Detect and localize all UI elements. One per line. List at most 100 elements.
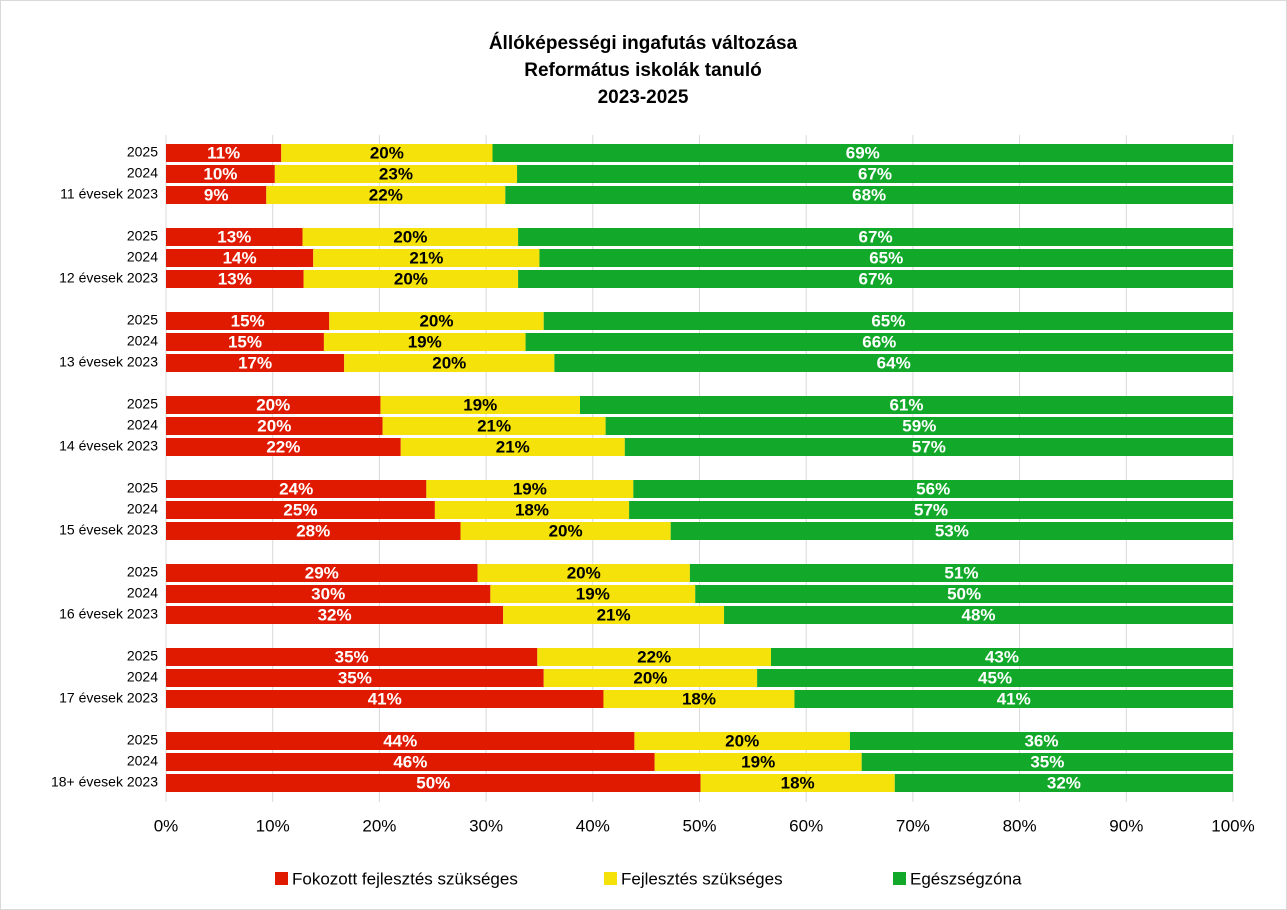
x-tick-label: 30% (469, 816, 503, 835)
bar-segment (166, 270, 304, 288)
data-label: 29% (305, 563, 339, 582)
data-label: 20% (633, 668, 667, 687)
bar-segment (166, 564, 478, 582)
y-tick-label: 2024 (127, 501, 158, 517)
data-label: 20% (393, 227, 427, 246)
data-label: 21% (477, 416, 511, 435)
data-label: 67% (859, 227, 893, 246)
data-label: 41% (368, 689, 402, 708)
bar-segment (434, 501, 630, 519)
data-label: 18% (781, 773, 815, 792)
bar-segment (770, 648, 1233, 666)
data-label: 20% (256, 395, 290, 414)
bar-segment (166, 417, 383, 435)
data-label: 53% (935, 521, 969, 540)
bar-segment (629, 501, 1233, 519)
data-label: 20% (432, 353, 466, 372)
legend-swatch (275, 872, 288, 885)
chart-title: Református iskolák tanuló (524, 60, 762, 81)
bar-segment (492, 144, 1233, 162)
data-label: 41% (997, 689, 1031, 708)
data-label: 48% (962, 605, 996, 624)
bar-segment (166, 606, 504, 624)
y-tick-label: 13 évesek 2023 (59, 354, 158, 370)
bar-segment (166, 774, 701, 792)
legend-label: Fokozott fejlesztés szükséges (292, 869, 518, 888)
data-label: 64% (877, 353, 911, 372)
chart-title: Állóképességi ingafutás változása (489, 32, 798, 54)
bar-segment (166, 333, 324, 351)
x-tick-label: 70% (896, 816, 930, 835)
bar-segment (166, 438, 401, 456)
data-label: 14% (223, 248, 257, 267)
y-tick-label: 2025 (127, 144, 158, 160)
bar-segment (695, 585, 1233, 603)
bar-segment (505, 186, 1233, 204)
data-label: 20% (394, 269, 428, 288)
x-tick-label: 80% (1003, 816, 1037, 835)
data-label: 32% (1047, 773, 1081, 792)
y-tick-label: 2025 (127, 312, 158, 328)
bar-segment (166, 753, 655, 771)
data-label: 50% (416, 773, 450, 792)
data-label: 25% (283, 500, 317, 519)
data-label: 20% (725, 731, 759, 750)
bar-segment (166, 501, 435, 519)
bar-segment (794, 690, 1233, 708)
data-label: 9% (204, 185, 229, 204)
x-tick-label: 10% (256, 816, 290, 835)
data-label: 20% (370, 143, 404, 162)
data-label: 46% (393, 752, 427, 771)
bar-segment (274, 165, 518, 183)
bar-segment (166, 186, 267, 204)
bar-segment (302, 228, 519, 246)
data-label: 67% (859, 269, 893, 288)
y-tick-label: 11 évesek 2023 (60, 186, 158, 202)
data-label: 18% (682, 689, 716, 708)
y-tick-label: 17 évesek 2023 (59, 690, 158, 706)
y-tick-label: 15 évesek 2023 (59, 522, 158, 538)
data-label: 19% (463, 395, 497, 414)
data-label: 13% (217, 227, 251, 246)
x-tick-label: 20% (362, 816, 396, 835)
x-tick-label: 90% (1109, 816, 1143, 835)
data-label: 30% (311, 584, 345, 603)
bar-segment (460, 522, 671, 540)
data-label: 19% (741, 752, 775, 771)
bar-segment (166, 690, 604, 708)
x-tick-label: 60% (789, 816, 823, 835)
data-label: 66% (862, 332, 896, 351)
bar-segment (849, 732, 1233, 750)
bar-segment (426, 480, 634, 498)
data-label: 22% (369, 185, 403, 204)
data-label: 21% (597, 605, 631, 624)
bar-segment (537, 648, 771, 666)
bar-segment (757, 669, 1233, 687)
bar-segment (382, 417, 606, 435)
data-label: 21% (409, 248, 443, 267)
bar-segment (518, 228, 1233, 246)
bar-segment (400, 438, 625, 456)
bar-segment (490, 585, 696, 603)
data-label: 20% (567, 563, 601, 582)
data-label: 65% (871, 311, 905, 330)
bar-segment (166, 648, 538, 666)
data-label: 35% (1030, 752, 1064, 771)
data-label: 51% (944, 563, 978, 582)
x-tick-label: 100% (1211, 816, 1254, 835)
data-label: 50% (947, 584, 981, 603)
data-label: 15% (228, 332, 262, 351)
y-tick-label: 2024 (127, 165, 158, 181)
bar-segment (517, 165, 1233, 183)
data-label: 59% (902, 416, 936, 435)
y-tick-label: 2025 (127, 396, 158, 412)
data-label: 11% (207, 143, 240, 162)
bar-segment (689, 564, 1233, 582)
bar-segment (603, 690, 795, 708)
bar-segment (525, 333, 1233, 351)
bar-segment (166, 585, 491, 603)
bar-segment (624, 438, 1233, 456)
legend-swatch (893, 872, 906, 885)
data-label: 22% (266, 437, 300, 456)
data-label: 69% (846, 143, 880, 162)
